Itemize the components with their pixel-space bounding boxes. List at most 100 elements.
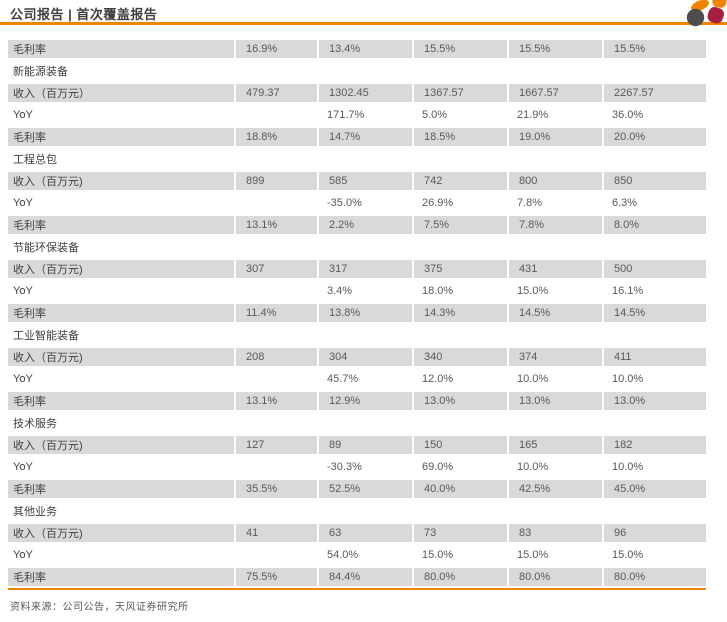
table-row: 技术服务 — [8, 412, 706, 434]
cell-value: 96 — [602, 524, 706, 542]
row-label: YoY — [13, 549, 33, 561]
cell-value — [234, 500, 317, 522]
cell-value: 40.0% — [412, 480, 507, 498]
table-row: 节能环保装备 — [8, 236, 706, 258]
cell-value — [234, 544, 317, 566]
cell-value: 1367.57 — [412, 84, 507, 102]
row-label: 收入（百万元) — [13, 528, 83, 540]
table-row: 毛利率 35.5% 52.5% 40.0% 42.5% 45.0% — [8, 478, 706, 500]
cell-value: 35.5% — [234, 480, 317, 498]
cell-value — [412, 500, 507, 522]
row-label: 节能环保装备 — [13, 242, 79, 254]
cell-value: 45.7% — [327, 373, 359, 385]
cell-value: 899 — [234, 172, 317, 190]
cell-value: 15.5% — [507, 40, 602, 58]
table-row: 毛利率 11.4% 13.8% 14.3% 14.5% 14.5% — [8, 302, 706, 324]
cell-value — [507, 60, 602, 82]
cell-value: 13.8% — [317, 304, 412, 322]
cell-value: 317 — [317, 260, 412, 278]
cell-value: 52.5% — [317, 480, 412, 498]
cell-value: 585 — [317, 172, 412, 190]
row-label: 收入（百万元） — [13, 88, 90, 100]
table-row: 新能源装备 — [8, 60, 706, 82]
cell-value — [234, 456, 317, 478]
cell-value: 20.0% — [602, 128, 706, 146]
cell-value: 13.4% — [317, 40, 412, 58]
cell-value: 15.5% — [602, 40, 706, 58]
table-row: 收入（百万元) 307 317 375 431 500 — [8, 258, 706, 280]
cell-value: 304 — [317, 348, 412, 366]
cell-value: 14.5% — [507, 304, 602, 322]
table-row: YoY 3.4% 18.0% 15.0% 16.1% — [8, 280, 706, 302]
cell-value: 13.0% — [412, 392, 507, 410]
cell-value: 14.7% — [317, 128, 412, 146]
tianfeng-logo-icon — [684, 0, 727, 28]
row-label: 收入（百万元) — [13, 352, 83, 364]
cell-value: 307 — [234, 260, 317, 278]
cell-value: 14.3% — [412, 304, 507, 322]
table-row: 毛利率 13.1% 12.9% 13.0% 13.0% 13.0% — [8, 390, 706, 412]
cell-value — [317, 148, 412, 170]
cell-value: 13.0% — [507, 392, 602, 410]
cell-value — [412, 60, 507, 82]
cell-value — [412, 412, 507, 434]
cell-value — [234, 60, 317, 82]
row-label: YoY — [13, 461, 33, 473]
cell-value: -30.3% — [327, 461, 362, 473]
cell-value — [234, 104, 317, 126]
cell-value: 171.7% — [327, 109, 365, 121]
row-label: 其他业务 — [13, 506, 57, 518]
cell-value: 16.9% — [234, 40, 317, 58]
cell-value: 10.0% — [612, 461, 644, 473]
cell-value: 12.0% — [422, 373, 454, 385]
table-row: YoY 45.7% 12.0% 10.0% 10.0% — [8, 368, 706, 390]
cell-value: 850 — [602, 172, 706, 190]
cell-value: 12.9% — [317, 392, 412, 410]
row-label: YoY — [13, 109, 33, 121]
cell-value: 21.9% — [517, 109, 549, 121]
cell-value: 7.8% — [517, 197, 543, 209]
row-label: YoY — [13, 285, 33, 297]
table-row: 毛利率 16.9% 13.4% 15.5% 15.5% 15.5% — [8, 38, 706, 60]
cell-value — [234, 280, 317, 302]
table-row: 收入（百万元） 479.37 1302.45 1367.57 1667.57 2… — [8, 82, 706, 104]
row-label: YoY — [13, 373, 33, 385]
cell-value: 13.0% — [602, 392, 706, 410]
table-row: 工程总包 — [8, 148, 706, 170]
row-label: 毛利率 — [13, 308, 46, 320]
cell-value — [317, 324, 412, 346]
cell-value: 15.0% — [422, 549, 454, 561]
page-title: 公司报告 | 首次覆盖报告 — [10, 7, 158, 22]
cell-value — [602, 500, 706, 522]
cell-value — [317, 236, 412, 258]
table-row: YoY 54.0% 15.0% 15.0% 15.0% — [8, 544, 706, 566]
cell-value: 26.9% — [422, 197, 454, 209]
page-header: 公司报告 | 首次覆盖报告 — [0, 0, 727, 25]
table-row: YoY -35.0% 26.9% 7.8% 6.3% — [8, 192, 706, 214]
cell-value — [507, 236, 602, 258]
cell-value: 18.0% — [422, 285, 454, 297]
cell-value: 69.0% — [422, 461, 454, 473]
cell-value: 10.0% — [517, 461, 549, 473]
cell-value — [234, 324, 317, 346]
table-row: 收入（百万元) 41 63 73 83 96 — [8, 522, 706, 544]
cell-value: 431 — [507, 260, 602, 278]
cell-value: 6.3% — [612, 197, 638, 209]
cell-value: 42.5% — [507, 480, 602, 498]
cell-value: 13.1% — [234, 216, 317, 234]
cell-value — [412, 148, 507, 170]
row-label: YoY — [13, 197, 33, 209]
cell-value: 340 — [412, 348, 507, 366]
table-row: 毛利率 75.5% 84.4% 80.0% 80.0% 80.0% — [8, 566, 706, 588]
cell-value: 10.0% — [517, 373, 549, 385]
table-row: 收入（百万元) 899 585 742 800 850 — [8, 170, 706, 192]
table-row: 收入（百万元) 127 89 150 165 182 — [8, 434, 706, 456]
cell-value: 18.5% — [412, 128, 507, 146]
cell-value — [602, 324, 706, 346]
cell-value: 19.0% — [507, 128, 602, 146]
cell-value: 80.0% — [507, 568, 602, 586]
cell-value — [507, 500, 602, 522]
cell-value: 742 — [412, 172, 507, 190]
cell-value — [602, 236, 706, 258]
cell-value: 15.5% — [412, 40, 507, 58]
